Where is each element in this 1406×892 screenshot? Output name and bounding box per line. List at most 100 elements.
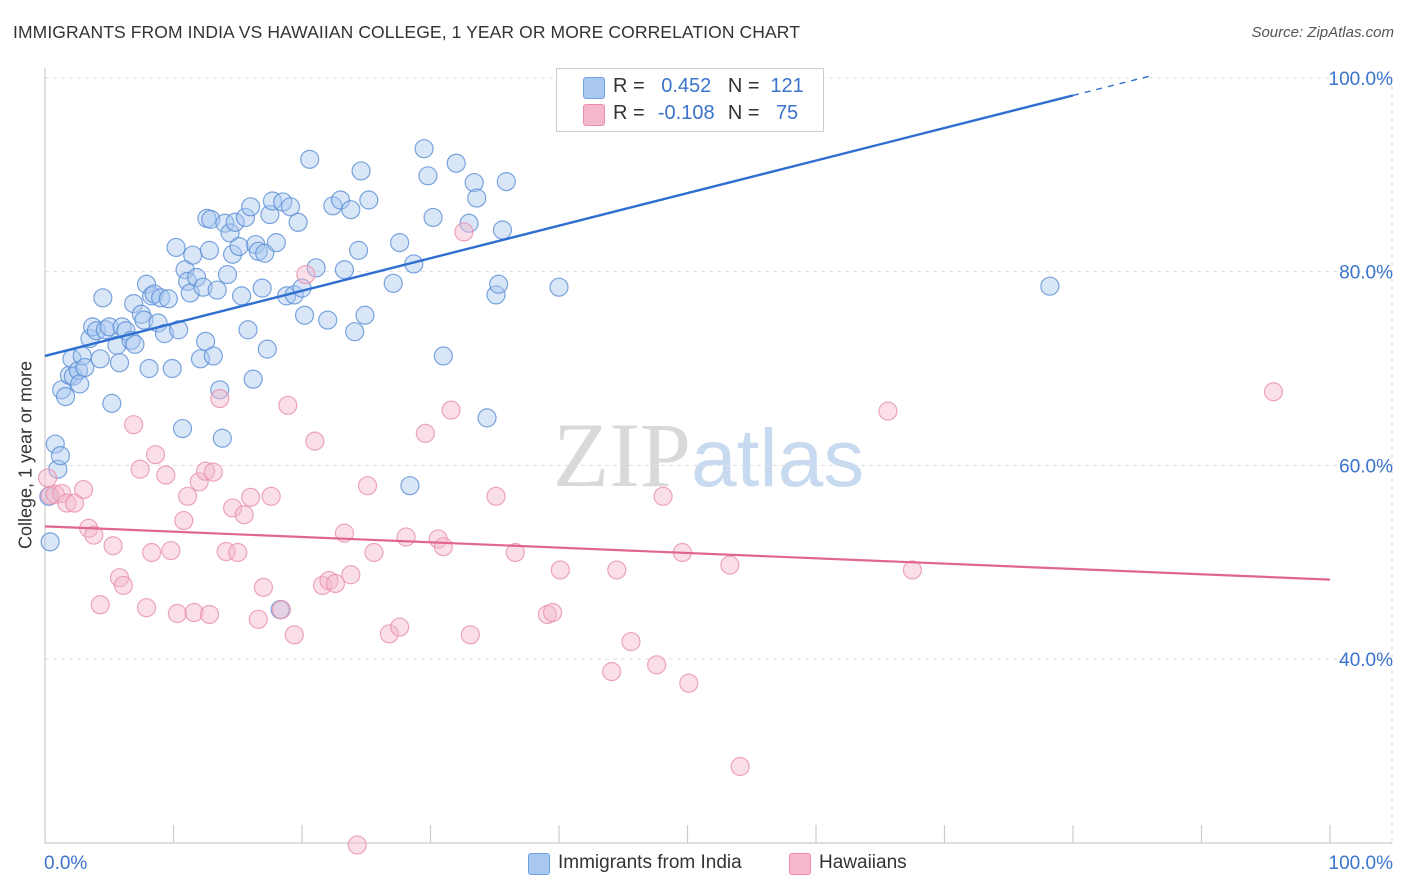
data-point-hawaiians xyxy=(379,624,399,644)
data-point-india xyxy=(1040,276,1060,296)
data-point-india xyxy=(345,322,365,342)
data-point-india xyxy=(229,236,249,257)
bottom-legend-label-india: Immigrants from India xyxy=(558,852,742,873)
data-point-india xyxy=(351,161,371,181)
data-point-hawaiians xyxy=(486,486,506,506)
data-point-india xyxy=(199,240,220,260)
data-point-hawaiians xyxy=(271,600,292,620)
stats-legend: R = 0.452 N = 121 R = -0.108 N = 75 xyxy=(556,68,824,132)
data-point-hawaiians xyxy=(278,395,298,415)
data-point-hawaiians xyxy=(454,222,474,242)
data-point-india xyxy=(187,267,207,288)
tick-labels: 40.0% 60.0% 80.0% 100.0% 0.0% 100.0% xyxy=(44,69,1393,874)
data-point-hawaiians xyxy=(460,625,480,645)
trend-line-india-extension xyxy=(1072,75,1151,97)
data-point-india xyxy=(225,212,245,232)
data-point-hawaiians xyxy=(178,486,198,506)
data-point-hawaiians xyxy=(878,401,898,421)
y-tick-label: 40.0% xyxy=(1339,650,1393,671)
x-tick-label-min: 0.0% xyxy=(44,853,87,874)
data-point-hawaiians xyxy=(607,560,627,580)
data-point-india xyxy=(90,349,110,369)
grid xyxy=(45,77,1393,843)
data-point-hawaiians xyxy=(145,445,166,465)
data-point-hawaiians xyxy=(542,602,563,623)
data-point-hawaiians xyxy=(84,525,104,545)
data-point-hawaiians xyxy=(602,662,622,682)
data-point-india xyxy=(467,188,487,208)
data-point-india xyxy=(162,358,182,379)
data-point-india xyxy=(109,353,130,373)
bottom-legend-swatch-india xyxy=(528,853,550,875)
data-point-india xyxy=(40,532,60,552)
data-point-india xyxy=(294,305,315,325)
data-point-india xyxy=(330,190,351,210)
data-point-hawaiians xyxy=(90,595,110,615)
data-point-india xyxy=(235,207,256,228)
data-point-hawaiians xyxy=(364,542,384,563)
data-point-india xyxy=(238,320,258,340)
data-point-india xyxy=(201,209,221,229)
data-point-india xyxy=(489,274,509,294)
legend-n-value: 75 xyxy=(775,102,799,124)
data-point-india xyxy=(55,386,76,407)
data-point-hawaiians xyxy=(199,604,220,625)
data-point-hawaiians xyxy=(261,486,281,506)
data-point-hawaiians xyxy=(396,527,416,547)
data-point-india xyxy=(125,334,145,354)
data-point-india xyxy=(158,289,178,309)
legend-swatch-hawaiians xyxy=(583,104,605,126)
trend-line-hawaiians xyxy=(44,525,1331,581)
data-point-india xyxy=(300,149,320,169)
data-point-hawaiians xyxy=(189,472,209,492)
source-credit: Source: ZipAtlas.com xyxy=(1251,24,1394,41)
data-point-india xyxy=(93,288,113,308)
y-tick-label: 100.0% xyxy=(1329,69,1394,90)
data-point-hawaiians xyxy=(505,542,525,563)
data-point-india xyxy=(252,278,272,298)
data-point-india xyxy=(207,280,227,300)
data-point-india xyxy=(423,207,443,228)
data-point-hawaiians xyxy=(653,486,673,506)
data-point-india xyxy=(151,288,171,308)
data-point-india xyxy=(243,369,263,389)
data-point-india xyxy=(549,277,569,297)
data-point-india xyxy=(280,197,301,217)
data-point-india xyxy=(323,196,343,216)
data-point-hawaiians xyxy=(167,603,187,624)
data-point-india xyxy=(136,274,157,294)
chart-title: IMMIGRANTS FROM INDIA VS HAWAIIAN COLLEG… xyxy=(13,22,801,42)
data-point-india xyxy=(496,172,516,192)
data-point-hawaiians xyxy=(305,431,325,451)
data-point-india xyxy=(102,393,122,413)
data-point-hawaiians xyxy=(203,462,223,482)
data-point-india xyxy=(172,418,193,439)
legend-n-value: 121 xyxy=(770,75,804,97)
data-point-india xyxy=(390,233,410,253)
data-point-hawaiians xyxy=(161,540,181,561)
data-point-india xyxy=(414,139,434,159)
data-point-india xyxy=(433,346,453,366)
data-point-india xyxy=(203,346,223,366)
data-point-india xyxy=(217,264,238,285)
bottom-legend-swatch-hawaiians xyxy=(789,853,811,875)
data-point-india xyxy=(400,476,420,496)
data-point-hawaiians xyxy=(730,756,750,777)
data-point-hawaiians xyxy=(73,479,94,500)
legend-r-value: -0.108 xyxy=(657,102,715,124)
data-point-hawaiians xyxy=(347,835,367,855)
y-tick-label: 80.0% xyxy=(1339,263,1393,284)
data-point-india xyxy=(166,237,186,258)
data-point-india xyxy=(220,223,240,243)
data-point-india xyxy=(418,166,438,186)
data-point-india xyxy=(45,434,65,454)
data-point-india xyxy=(257,339,277,359)
data-point-hawaiians xyxy=(253,577,274,597)
data-point-hawaiians xyxy=(130,459,150,479)
data-point-india xyxy=(139,358,159,379)
data-point-hawaiians xyxy=(228,542,248,563)
data-point-india xyxy=(318,310,338,330)
data-point-hawaiians xyxy=(184,602,204,623)
data-point-hawaiians xyxy=(64,493,85,513)
data-point-hawaiians xyxy=(174,510,194,531)
